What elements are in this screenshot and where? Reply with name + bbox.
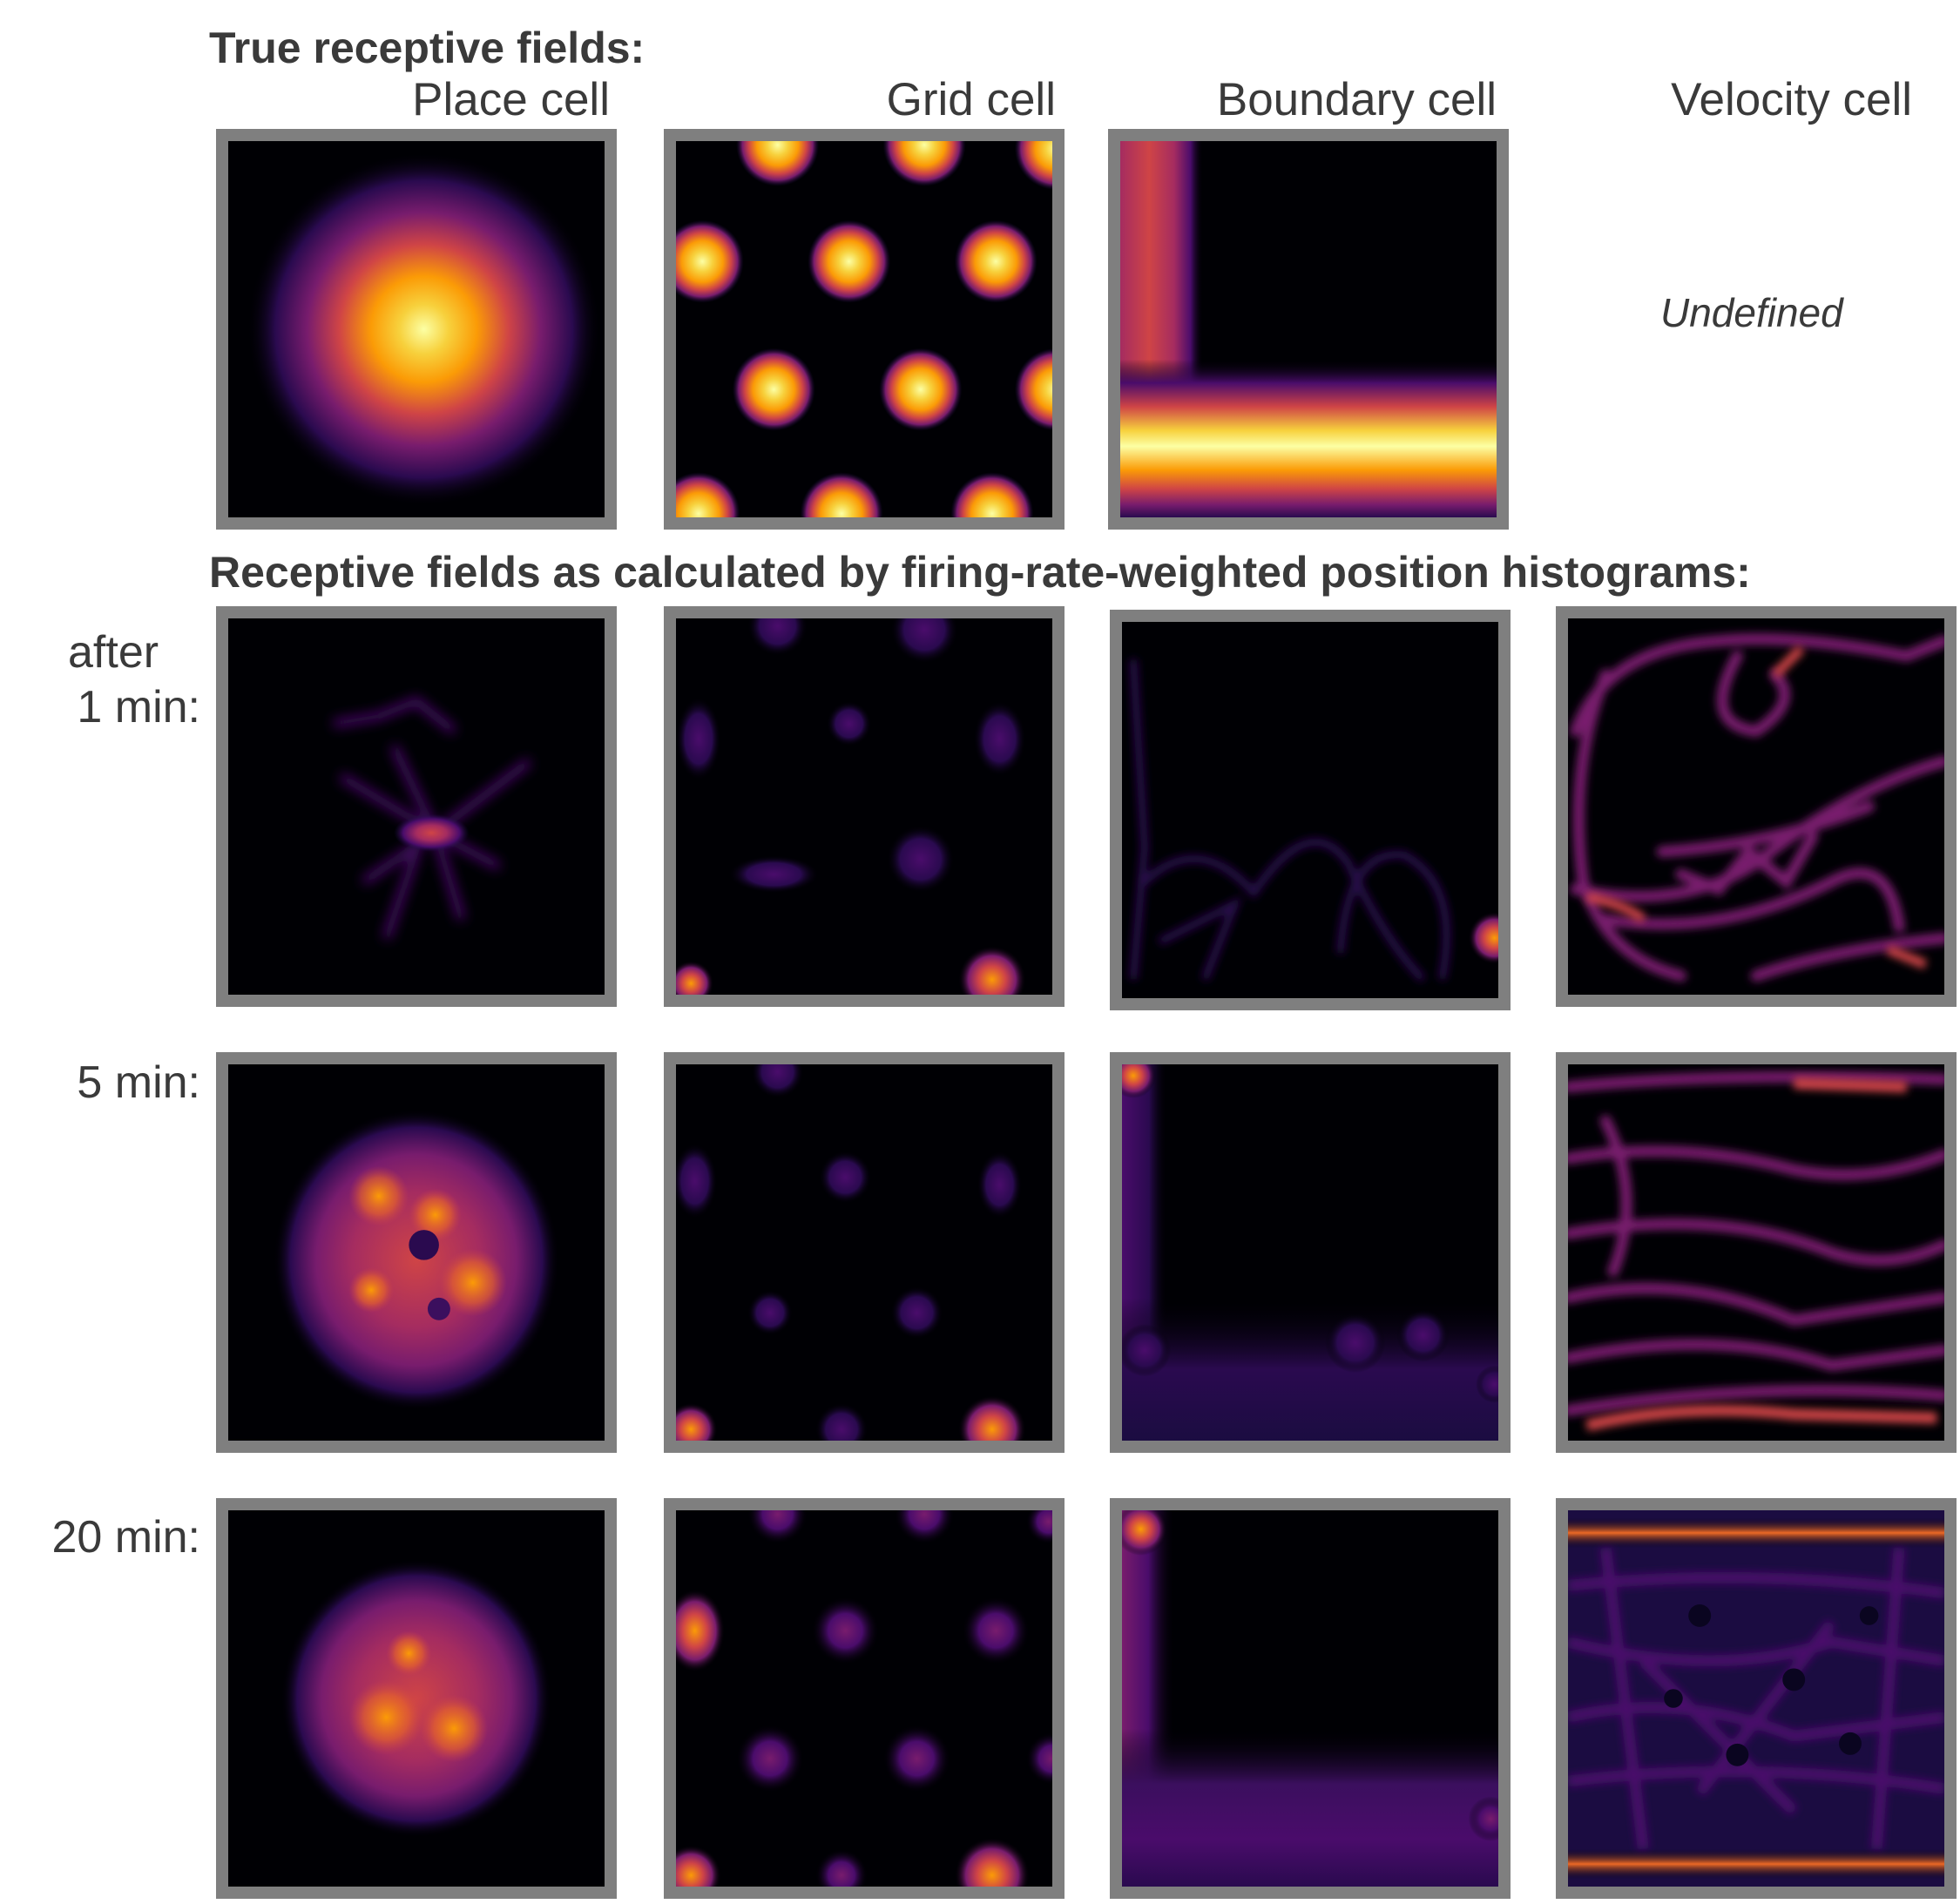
panel-5min-grid-cell — [664, 1052, 1064, 1453]
panel-20min-velocity-cell — [1556, 1498, 1957, 1899]
row-label-5-min-text: 5 min: — [77, 1057, 200, 1108]
row-label-5-min: 5 min: — [26, 1056, 200, 1111]
panel-20min-grid-cell — [664, 1498, 1064, 1899]
column-title-place-cell: Place cell — [412, 74, 610, 125]
panel-true-place-cell — [216, 129, 617, 530]
panel-5min-place-cell — [216, 1052, 617, 1453]
row-label-20-min: 20 min: — [26, 1510, 200, 1565]
true-fields-heading: True receptive fields: — [209, 24, 645, 72]
column-title-velocity-cell: Velocity cell — [1671, 74, 1912, 125]
row-label-20-min-text: 20 min: — [51, 1512, 200, 1563]
velocity-cell-undefined-label: Undefined — [1660, 290, 1843, 335]
panel-20min-place-cell — [216, 1498, 617, 1899]
column-title-boundary-cell: Boundary cell — [1216, 74, 1497, 125]
column-title-grid-cell: Grid cell — [886, 74, 1056, 125]
panel-5min-velocity-cell — [1556, 1052, 1957, 1453]
panel-true-grid-cell — [664, 129, 1064, 530]
panel-20min-boundary-cell — [1110, 1498, 1511, 1899]
row-label-1-min-line2: 1 min: — [77, 682, 200, 733]
panel-1min-velocity-cell — [1556, 606, 1957, 1007]
panel-true-boundary-cell — [1108, 129, 1509, 530]
row-label-1-min-line1: after — [68, 627, 159, 678]
row-label-1-min: after 1 min: — [26, 625, 200, 736]
panel-1min-boundary-cell — [1110, 610, 1511, 1010]
panel-5min-boundary-cell — [1110, 1052, 1511, 1453]
panel-1min-grid-cell — [664, 606, 1064, 1007]
panel-1min-place-cell — [216, 606, 617, 1007]
calculated-fields-heading: Receptive fields as calculated by firing… — [209, 548, 1751, 597]
